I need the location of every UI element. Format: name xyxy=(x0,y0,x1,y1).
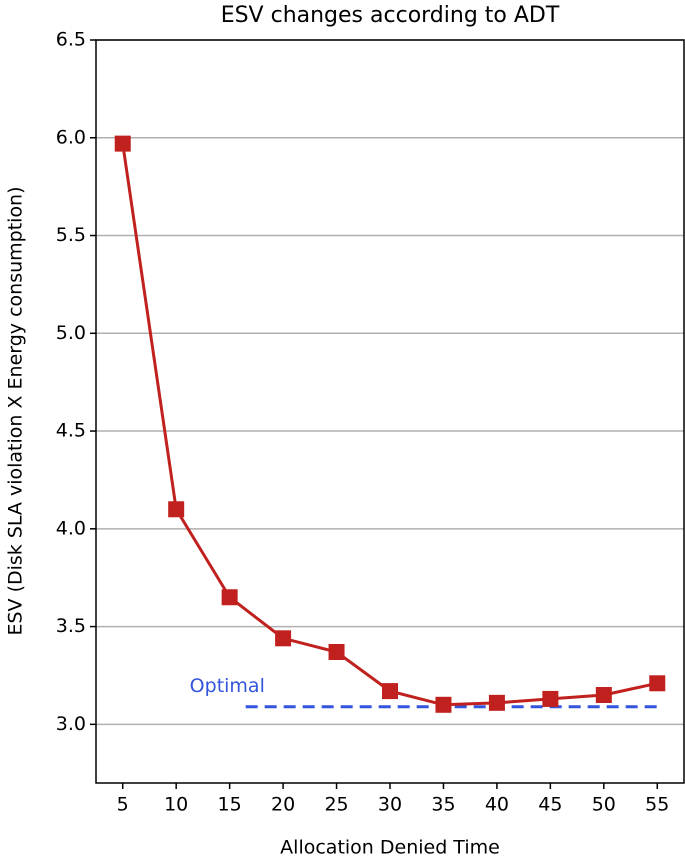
x-tick-label: 35 xyxy=(431,794,455,816)
y-axis-label: ESV (Disk SLA violation X Energy consump… xyxy=(5,186,27,635)
y-tick-label: 3.0 xyxy=(56,713,86,735)
y-tick-label: 6.0 xyxy=(56,126,86,148)
marker xyxy=(382,683,398,700)
marker xyxy=(328,643,345,660)
y-tick-label: 6.5 xyxy=(56,29,86,51)
x-tick-label: 40 xyxy=(485,794,509,816)
y-tick-label: 5.5 xyxy=(56,224,86,246)
marker xyxy=(221,589,238,606)
y-tick-label: 4.5 xyxy=(56,420,86,442)
marker xyxy=(114,135,131,152)
x-tick-label: 45 xyxy=(538,794,562,816)
y-tick-label: 3.5 xyxy=(56,615,86,637)
marker xyxy=(542,690,559,707)
marker xyxy=(488,694,505,711)
x-tick-label: 50 xyxy=(592,794,616,816)
plot-frame xyxy=(95,39,685,784)
y-tick-label: 5.0 xyxy=(56,322,86,344)
marker xyxy=(649,675,666,692)
x-tick-label: 55 xyxy=(645,794,669,816)
x-tick-label: 10 xyxy=(164,794,188,816)
optimal-label: Optimal xyxy=(190,675,265,697)
marker xyxy=(595,687,612,704)
y-tick-label: 4.0 xyxy=(56,517,86,539)
series-line xyxy=(121,143,658,707)
x-tick-label: 15 xyxy=(218,794,242,816)
marker xyxy=(168,501,185,518)
x-tick-label: 25 xyxy=(324,794,348,816)
marker xyxy=(275,630,292,647)
x-tick-label: 20 xyxy=(271,794,295,816)
x-tick-label: 30 xyxy=(378,794,402,816)
x-tick-label: 5 xyxy=(117,794,129,816)
chart-title: ESV changes according to ADT xyxy=(221,3,560,28)
x-axis-label: Allocation Denied Time xyxy=(280,837,500,859)
marker xyxy=(435,696,452,713)
